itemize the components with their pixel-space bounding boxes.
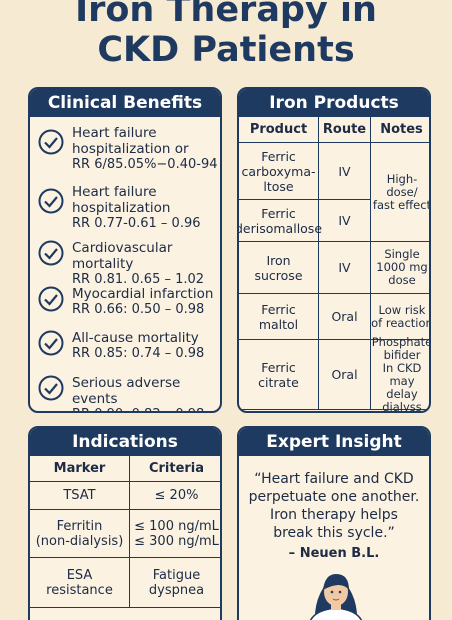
panel-title: Indications — [30, 428, 220, 456]
check-icon — [38, 129, 64, 155]
table-cell: Ferritin (non-dialysis) — [30, 510, 130, 558]
column-header: Product — [239, 117, 319, 143]
note-cell: Single 1000 mg dose — [371, 242, 429, 294]
benefit-label: Serious adverse events — [72, 375, 181, 407]
table-cell: Oral — [319, 340, 371, 410]
title: CKD Patients — [97, 30, 355, 70]
check-icon — [38, 375, 64, 401]
benefit-label: Cardiovascular mortality — [72, 240, 173, 272]
table-cell: ≤ 100 ng/mL ≤ 300 ng/mL — [130, 510, 220, 558]
panel-title: Clinical Benefits — [30, 89, 220, 117]
author: – Neuen B.L. — [288, 546, 380, 561]
benefit-stat: RR 0.90: 0.82 – 0.98 — [72, 407, 220, 411]
table-cell: ≤ 20% — [130, 482, 220, 510]
table-cell: ESA resistance — [30, 558, 130, 608]
benefit-label: Myocardial infarction — [72, 286, 214, 302]
note-cell: Phosphate bifider In CKD may delay dialy… — [371, 334, 431, 413]
column-header: Marker — [30, 456, 130, 482]
column-header: Notes — [371, 117, 429, 143]
check-icon — [38, 240, 64, 266]
table-cell: Iron sucrose — [239, 242, 319, 294]
note-cell: Low risk of reaction — [371, 294, 429, 340]
table-cell: Ferric carboxyma- ltose — [239, 143, 319, 200]
check-icon — [38, 286, 64, 312]
table-cell: Oral — [319, 294, 371, 340]
avatar — [309, 574, 363, 620]
table-cell: IV — [319, 200, 371, 242]
check-icon — [38, 330, 64, 356]
table-cell: IV — [319, 143, 371, 200]
panel-title: Expert Insight — [239, 428, 429, 456]
check-icon — [38, 188, 64, 214]
table-cell: IV — [319, 242, 371, 294]
title: Iron Therapy in — [75, 0, 377, 30]
column-header: Route — [319, 117, 371, 143]
benefit-label: All-cause mortality — [72, 330, 199, 346]
benefit-label: Heart failure hospitalization — [72, 184, 171, 216]
benefit-item: Heart failure hospitalization RR 0.77-0.6… — [72, 184, 201, 232]
quote: “Heart failure and CKD perpetuate one an… — [248, 471, 420, 541]
table-cell: Ferric maltol — [239, 294, 319, 340]
benefit-item: Heart failure hospitalization or RR 6/85.… — [72, 125, 218, 173]
benefit-stat: RR 0.85: 0.74 – 0.98 — [72, 346, 205, 361]
benefit-item: Serious adverse eventsRR 0.90: 0.82 – 0.… — [72, 375, 220, 411]
indications-panel: Indications Marker Criteria TSAT ≤ 20% Ferri… — [28, 426, 222, 620]
table-cell: Fatigue dyspnea — [130, 558, 220, 608]
products-panel: Iron Products Product Route Notes Ferric ca… — [237, 87, 431, 413]
benefit-stat: RR 0.81. 0.65 – 1.02 — [72, 272, 205, 287]
benefit-item: All-cause mortality RR 0.85: 0.74 – 0.98 — [72, 330, 204, 362]
benefit-stat: RR 0.66: 0.50 – 0.98 — [72, 302, 205, 317]
panel-title: Iron Products — [239, 89, 429, 117]
benefit-label: Heart failure hospitalization or — [72, 125, 189, 157]
benefit-stat: RR 0.77-0.61 – 0.96 — [72, 216, 201, 231]
table-cell: TSAT — [30, 482, 130, 510]
benefits-panel: Clinical Benefits Heart failure hospital… — [28, 87, 222, 413]
table-cell: Ferric citrate — [239, 340, 319, 410]
benefit-item: Cardiovascular mortality RR 0.81. 0.65 – … — [72, 240, 220, 288]
column-header: Criteria — [130, 456, 220, 482]
note-cell: High- dose/ fast effect — [371, 143, 429, 242]
benefit-item: Myocardial infarction RR 0.66: 0.50 – 0.9… — [72, 286, 213, 318]
benefit-stat: RR 6/85.05%−0.40-94 — [72, 157, 218, 172]
table-cell: Ferric derisomallose — [239, 200, 322, 242]
insight-panel: Expert Insight “Heart failure and CKD pe… — [237, 426, 431, 620]
